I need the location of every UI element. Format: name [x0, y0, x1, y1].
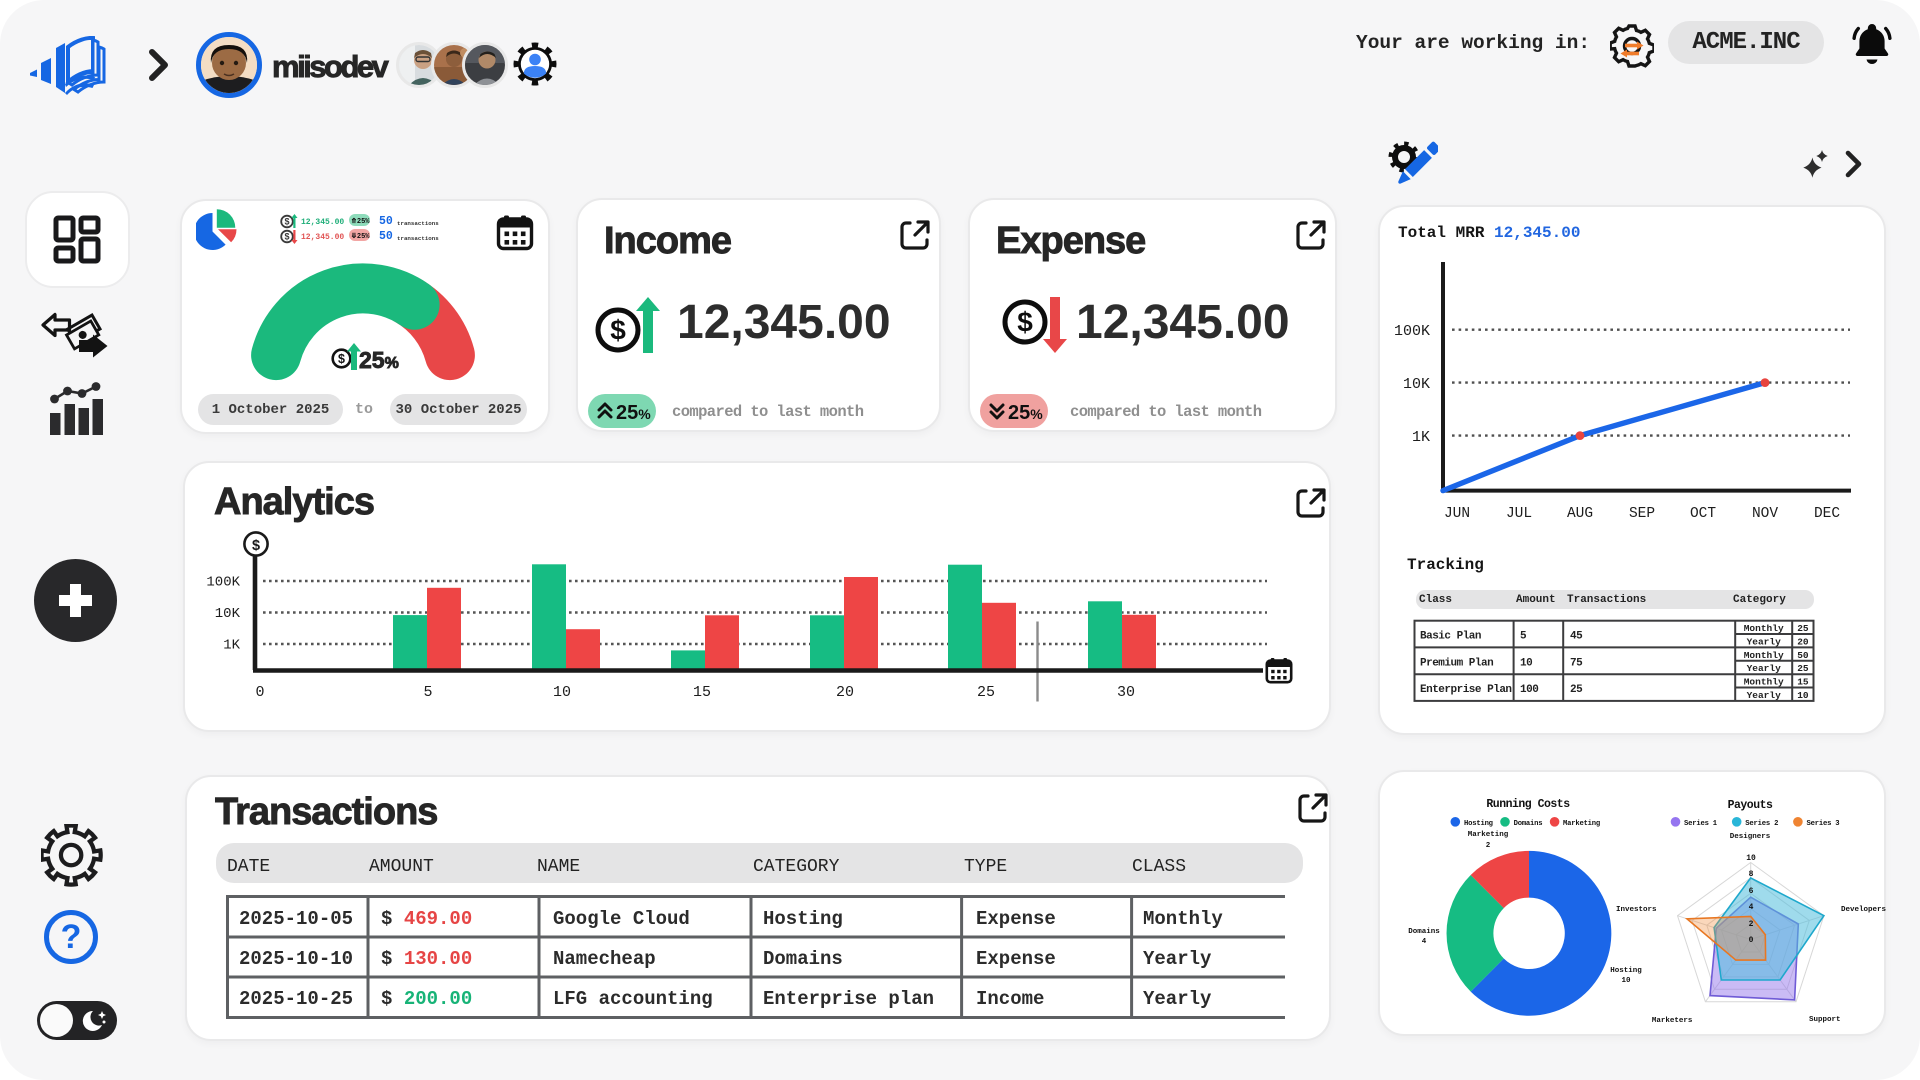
svg-text:30: 30 — [1117, 684, 1135, 701]
svg-text:Hosting: Hosting — [1610, 967, 1642, 975]
svg-text:10: 10 — [1520, 657, 1532, 669]
svg-text:JUN: JUN — [1444, 506, 1470, 522]
svg-text:Marketers: Marketers — [1652, 1017, 1693, 1025]
svg-text:45: 45 — [1570, 631, 1583, 643]
svg-text:OCT: OCT — [1690, 506, 1716, 522]
svg-text:Designers: Designers — [1730, 833, 1771, 841]
svg-text:2: 2 — [1486, 842, 1491, 850]
svg-text:25: 25 — [977, 684, 995, 701]
svg-text:Developers: Developers — [1841, 906, 1887, 914]
svg-text:NOV: NOV — [1752, 506, 1778, 522]
svg-text:100: 100 — [1520, 684, 1538, 696]
svg-text:0: 0 — [1749, 936, 1754, 945]
svg-text:Series 3: Series 3 — [1807, 820, 1840, 828]
svg-text:10: 10 — [1621, 977, 1631, 985]
svg-text:Yearly: Yearly — [1747, 636, 1782, 647]
svg-text:Payouts: Payouts — [1728, 799, 1773, 812]
svg-text:Support: Support — [1809, 1016, 1841, 1024]
svg-text:DEC: DEC — [1814, 506, 1840, 522]
svg-text:25: 25 — [1797, 663, 1809, 674]
svg-text:25: 25 — [1570, 684, 1583, 696]
svg-text:Marketing: Marketing — [1468, 831, 1509, 839]
svg-text:$: $ — [284, 217, 289, 227]
svg-text:1K: 1K — [223, 638, 240, 654]
svg-text:SEP: SEP — [1629, 506, 1655, 522]
svg-text:50: 50 — [1797, 650, 1809, 661]
svg-text:6: 6 — [1749, 887, 1754, 896]
svg-text:1K: 1K — [1412, 429, 1430, 446]
svg-text:$: $ — [1017, 307, 1033, 338]
svg-text:10: 10 — [1746, 854, 1756, 863]
svg-text:$: $ — [284, 232, 289, 242]
svg-text:Investors: Investors — [1616, 906, 1657, 914]
svg-text:10: 10 — [553, 684, 571, 701]
svg-text:100K: 100K — [206, 575, 240, 591]
svg-text:Monthly: Monthly — [1744, 650, 1784, 661]
svg-text:Monthly: Monthly — [1744, 677, 1784, 688]
svg-text:20: 20 — [1797, 636, 1809, 647]
svg-text:5: 5 — [423, 684, 432, 701]
svg-text:15: 15 — [693, 684, 711, 701]
svg-text:Domains: Domains — [1514, 820, 1543, 828]
svg-text:5: 5 — [1520, 631, 1527, 643]
svg-text:$: $ — [610, 315, 626, 346]
svg-text:10K: 10K — [215, 606, 241, 622]
svg-text:20: 20 — [836, 684, 854, 701]
svg-text:4: 4 — [1749, 903, 1754, 912]
svg-text:0: 0 — [255, 684, 264, 701]
svg-text:Monthly: Monthly — [1744, 623, 1784, 634]
svg-text:Enterprise Plan: Enterprise Plan — [1420, 684, 1512, 696]
svg-text:8: 8 — [1749, 870, 1754, 879]
svg-text:Premium Plan: Premium Plan — [1420, 657, 1493, 669]
svg-text:100K: 100K — [1394, 323, 1430, 340]
svg-text:10K: 10K — [1403, 376, 1430, 393]
svg-text:$: $ — [338, 352, 345, 366]
svg-text:15: 15 — [1797, 677, 1809, 688]
svg-text:4: 4 — [1422, 938, 1427, 946]
svg-text:10: 10 — [1797, 690, 1809, 701]
svg-text:Hosting: Hosting — [1464, 820, 1493, 828]
svg-text:Series 2: Series 2 — [1745, 820, 1778, 828]
svg-text:Domains: Domains — [1408, 928, 1440, 936]
svg-text:Yearly: Yearly — [1747, 690, 1782, 701]
svg-text:AUG: AUG — [1567, 506, 1593, 522]
svg-text:2: 2 — [1749, 920, 1754, 929]
svg-text:Basic Plan: Basic Plan — [1420, 631, 1481, 643]
svg-text:Running Costs: Running Costs — [1486, 798, 1570, 811]
svg-text:JUL: JUL — [1506, 506, 1532, 522]
svg-text:$: $ — [252, 538, 260, 554]
svg-text:Series 1: Series 1 — [1684, 820, 1718, 828]
svg-text:Marketing: Marketing — [1563, 820, 1600, 828]
svg-text:Yearly: Yearly — [1747, 663, 1782, 674]
svg-text:25: 25 — [1797, 623, 1809, 634]
svg-text:75: 75 — [1570, 657, 1583, 669]
